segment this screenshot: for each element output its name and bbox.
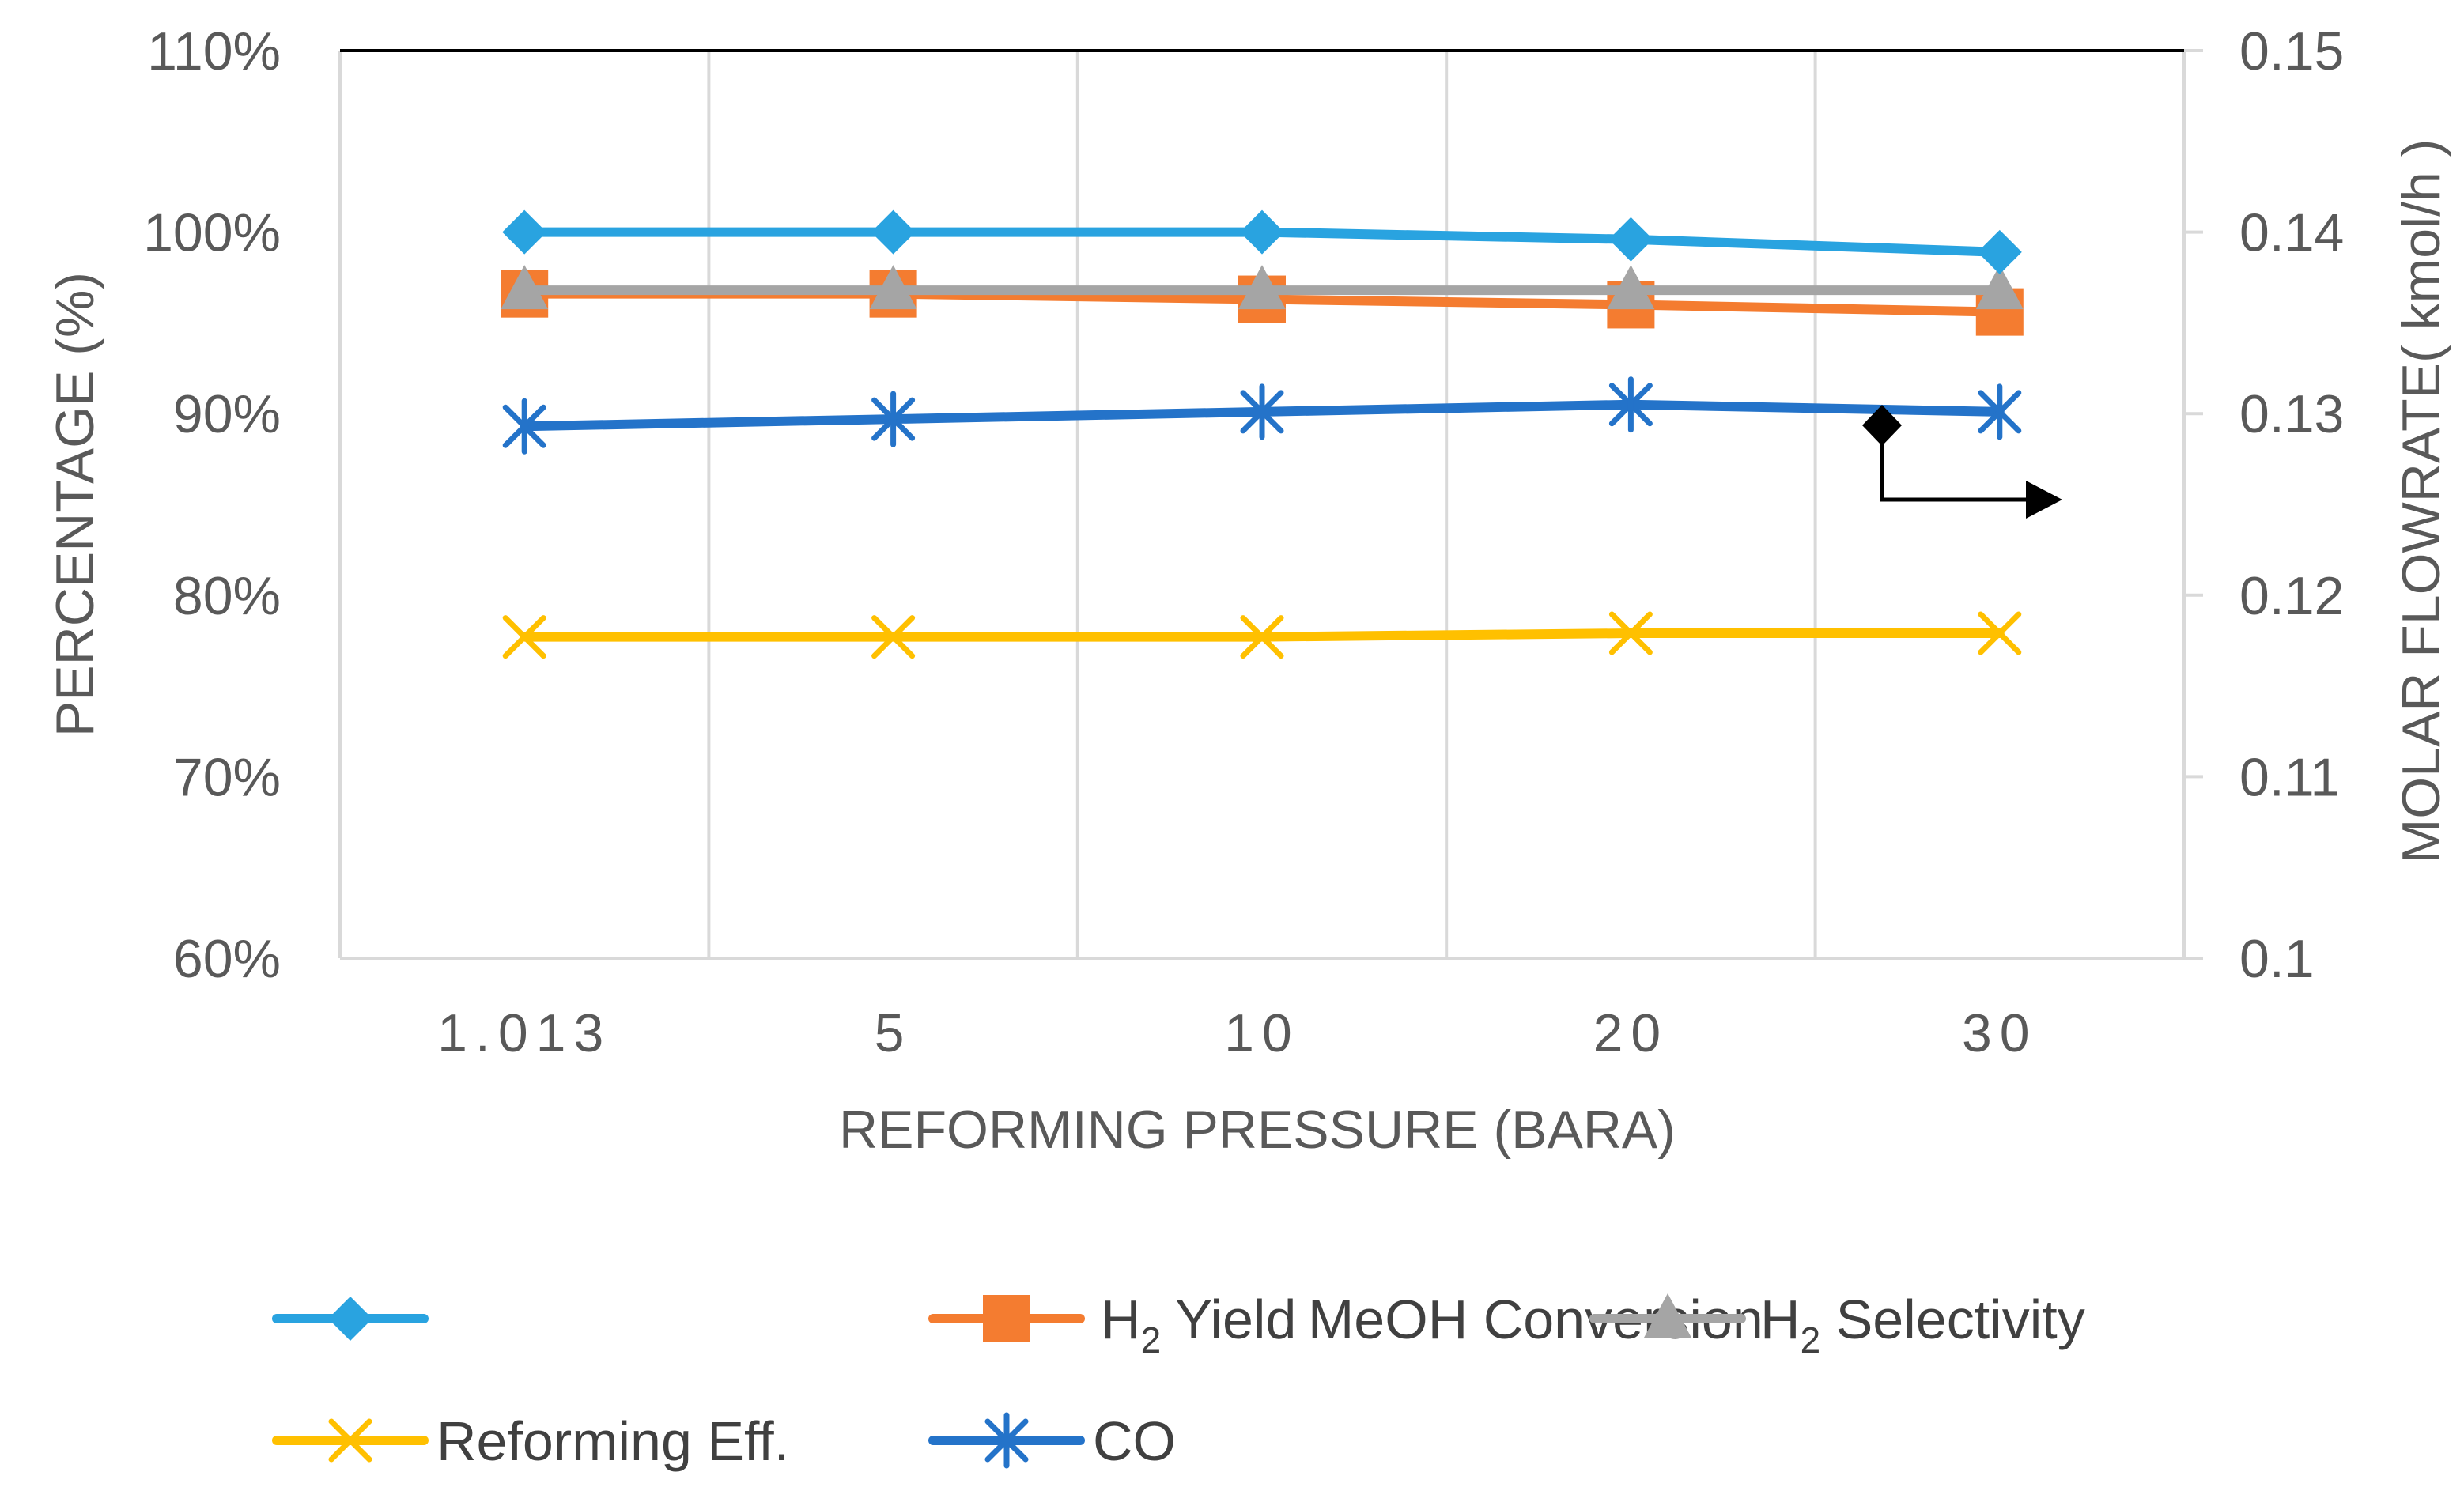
data-point-co — [1240, 383, 1284, 440]
gridlines — [338, 51, 2186, 958]
y-tick-label: 110% — [147, 21, 281, 81]
legend-item-eff: Reforming Eff. — [272, 1410, 789, 1472]
y-axis-ticks: 60% 70% 80% 90% 100% 110% — [143, 21, 281, 989]
legend-label-sub: 2 — [1141, 1319, 1162, 1361]
data-point-h2sel — [1607, 265, 1655, 310]
data-point-eff — [1978, 611, 2022, 655]
x-axis-ticks: 1.013 5 10 20 30 — [437, 1003, 2038, 1063]
legend-swatch-marker — [1644, 1293, 1691, 1338]
y2-tick-label: 0.1 — [2239, 929, 2315, 989]
series-meoh — [502, 209, 2022, 274]
legend-label-rest: Selectivity — [1820, 1289, 2085, 1350]
data-point-h2sel — [869, 265, 917, 310]
legend-swatch-marker — [328, 1297, 372, 1341]
y2-tick-label: 0.14 — [2239, 203, 2344, 263]
data-point-co — [1978, 383, 2022, 440]
data-point-eff — [502, 615, 546, 659]
data-point-eff — [871, 615, 916, 659]
legend-label-main: H — [1101, 1289, 1141, 1350]
legend-item-co: CO — [928, 1410, 1176, 1472]
data-point-eff — [1240, 615, 1284, 659]
series-co — [502, 376, 2022, 455]
legend-label-rest: Yield — [1161, 1289, 1296, 1350]
y-tick-label: 70% — [173, 747, 281, 807]
series-layer — [501, 209, 2024, 659]
y2-tick-label: 0.15 — [2239, 21, 2344, 81]
y2-axis-ticks: 0.1 0.11 0.12 0.13 0.14 0.15 — [2184, 21, 2344, 989]
y2-tick-label: 0.11 — [2239, 747, 2340, 807]
y2-tick-label: 0.12 — [2239, 566, 2344, 626]
data-point-eff — [1608, 611, 1653, 655]
series-h2sel — [501, 265, 2024, 310]
legend-label-main: Reforming Eff. — [436, 1410, 789, 1472]
data-point-h2sel — [1238, 265, 1286, 310]
x-tick-label: 5 — [875, 1003, 913, 1063]
legend-item-h2sel: H2 Selectivity — [1589, 1289, 2085, 1361]
x-axis-title: REFORMING PRESSURE (BARA) — [839, 1100, 1676, 1160]
x-tick-label: 1.013 — [437, 1003, 611, 1063]
legend-label-main: CO — [1093, 1410, 1176, 1472]
legend-label: H2 Selectivity — [1760, 1289, 2085, 1361]
data-point-meoh — [1977, 229, 2022, 274]
data-point-meoh — [502, 209, 547, 255]
x-tick-label: 30 — [1962, 1003, 2038, 1063]
legend-label: CO — [1093, 1410, 1176, 1472]
y2-tick-label: 0.13 — [2239, 384, 2344, 444]
y2-axis-title: MOLAR FLOWRATE( kmol/h ) — [2391, 139, 2451, 864]
series-eff — [502, 611, 2022, 659]
legend-swatch-marker — [983, 1295, 1030, 1342]
annotation-arrow — [1862, 405, 2062, 519]
y-tick-label: 100% — [143, 203, 281, 263]
x-tick-label: 10 — [1224, 1003, 1300, 1063]
legend-swatch-marker — [984, 1412, 1029, 1469]
legend-swatch-marker — [328, 1418, 372, 1463]
legend-label: H2 Yield — [1101, 1289, 1296, 1361]
y-tick-label: 80% — [173, 566, 281, 626]
y-axis-title: PERCENTAGE (%) — [45, 272, 105, 737]
legend-label-sub: 2 — [1801, 1319, 1821, 1361]
legend-item-h2yield: H2 Yield — [928, 1289, 1296, 1361]
data-point-meoh — [1240, 209, 1284, 255]
y-tick-label: 90% — [173, 384, 281, 444]
legend-label-main: H — [1760, 1289, 1801, 1350]
legend-label: Reforming Eff. — [436, 1410, 789, 1472]
data-point-co — [502, 398, 546, 455]
data-point-meoh — [1608, 217, 1653, 262]
y-tick-label: 60% — [173, 929, 281, 989]
data-point-h2sel — [501, 265, 549, 310]
data-point-co — [871, 391, 916, 447]
data-point-co — [1608, 376, 1653, 433]
data-point-h2sel — [1975, 265, 2024, 310]
data-point-meoh — [871, 209, 916, 255]
x-tick-label: 20 — [1593, 1003, 1669, 1063]
